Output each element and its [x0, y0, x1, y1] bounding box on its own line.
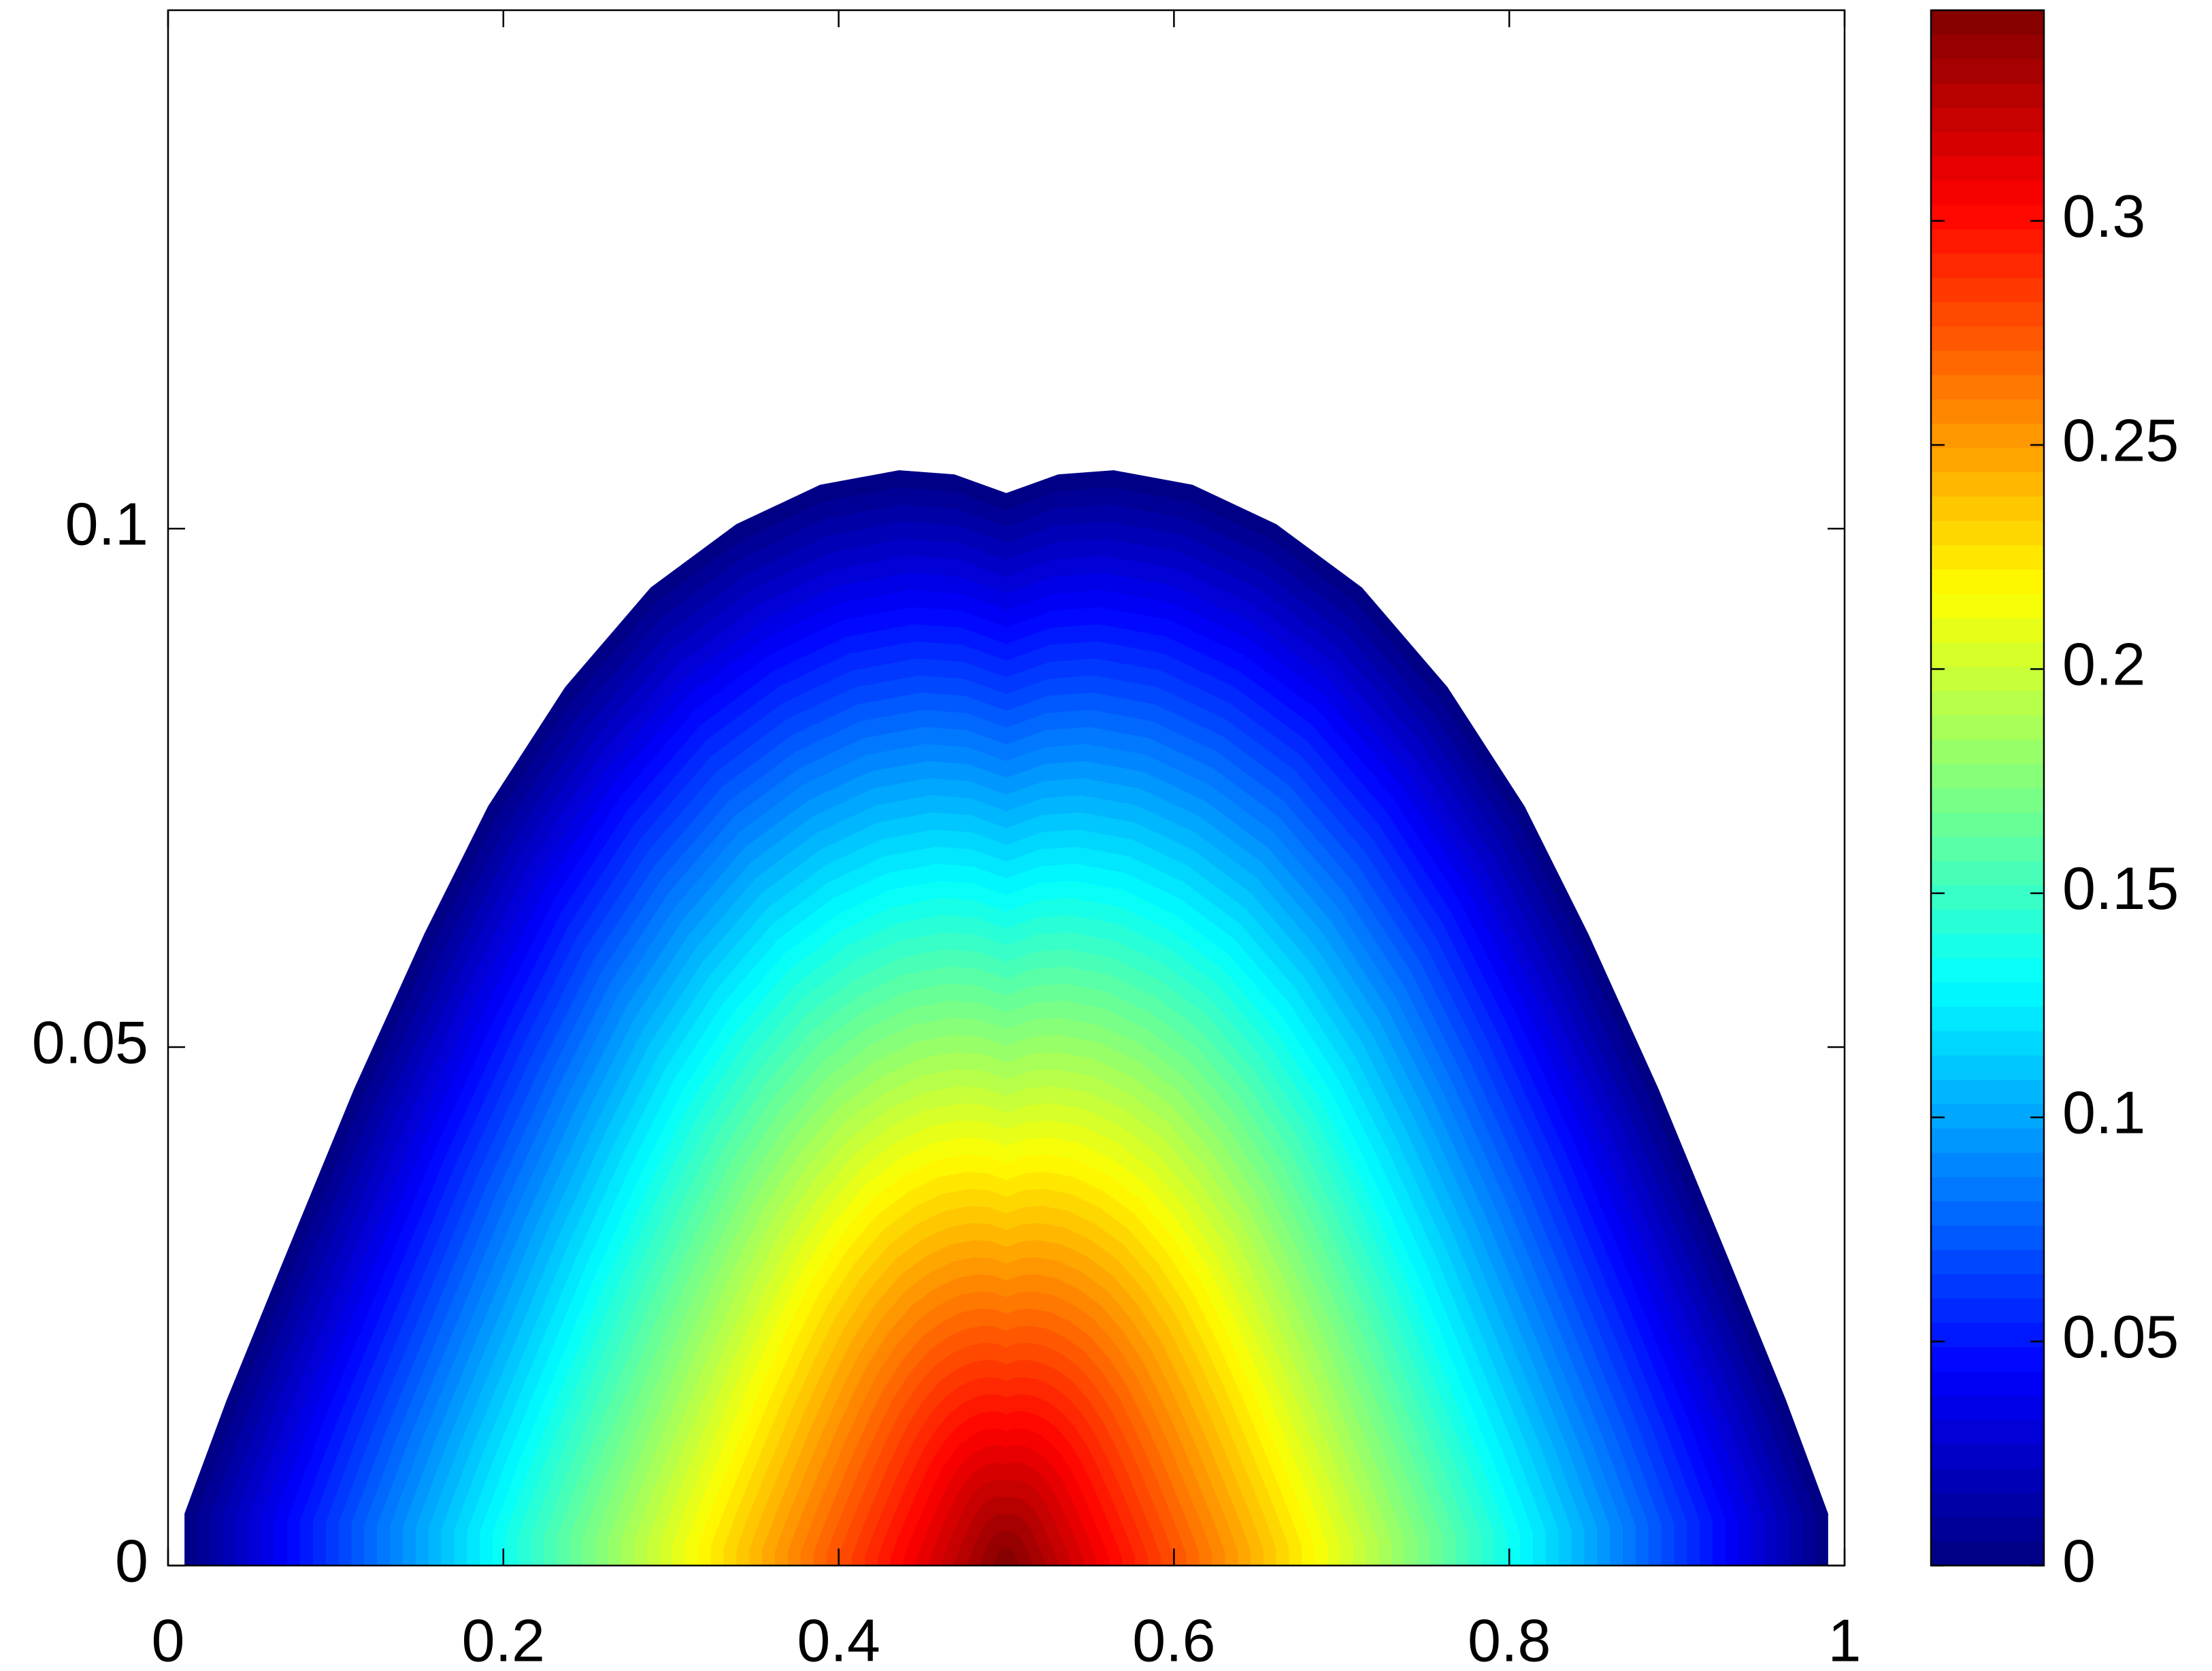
colorbar-band [1931, 763, 2044, 789]
x-tick-label: 0.8 [1468, 1606, 1551, 1671]
colorbar-band [1931, 787, 2044, 813]
x-tick-label: 0.6 [1132, 1606, 1215, 1671]
colorbar-band [1931, 1225, 2044, 1251]
colorbar-band [1931, 1103, 2044, 1129]
colorbar-band [1931, 1249, 2044, 1274]
colorbar-band [1931, 423, 2044, 448]
colorbar-band [1931, 471, 2044, 497]
colorbar-band [1931, 957, 2044, 983]
colorbar-band [1931, 374, 2044, 399]
colorbar-band [1931, 131, 2044, 156]
colorbar-band [1931, 569, 2044, 594]
colorbar-tick-label: 0 [2062, 1527, 2096, 1594]
colorbar-band [1931, 690, 2044, 716]
colorbar-band [1931, 301, 2044, 327]
colorbar-band [1931, 714, 2044, 740]
colorbar-band [1931, 933, 2044, 959]
colorbar-tick-label: 0.05 [2062, 1303, 2179, 1370]
colorbar-band [1931, 277, 2044, 303]
colorbar-band [1931, 909, 2044, 934]
colorbar-band [1931, 665, 2044, 691]
y-tick-label: 0.1 [65, 490, 148, 557]
colorbar-band [1931, 1346, 2044, 1372]
colorbar-band [1931, 836, 2044, 861]
colorbar-band [1931, 82, 2044, 108]
colorbar-band [1931, 1492, 2044, 1518]
colorbar-band [1931, 58, 2044, 84]
axes-box [167, 9, 1846, 1567]
colorbar-band [1931, 520, 2044, 546]
x-tick-label: 0 [152, 1606, 185, 1671]
colorbar-band [1931, 1200, 2044, 1226]
colorbar-tick-label: 0.25 [2062, 406, 2179, 474]
colorbar-band [1931, 10, 2044, 35]
x-tick-label: 0.4 [797, 1606, 880, 1671]
colorbar-box [1930, 9, 2045, 1567]
colorbar-band [1931, 812, 2044, 837]
colorbar-band [1931, 228, 2044, 254]
colorbar-band [1931, 350, 2044, 376]
colorbar-band [1931, 1030, 2044, 1056]
colorbar-band [1931, 204, 2044, 229]
colorbar-band [1931, 155, 2044, 181]
colorbar-band [1931, 107, 2044, 133]
colorbar-band [1931, 495, 2044, 521]
colorbar-tick-label: 0.1 [2062, 1078, 2145, 1146]
colorbar-band [1931, 593, 2044, 618]
colorbar-band [1931, 399, 2044, 424]
colorbar-tick-label: 0.15 [2062, 855, 2179, 922]
colorbar-band [1931, 982, 2044, 1007]
colorbar-tick-label: 0.2 [2062, 631, 2145, 698]
x-tick-label: 0.2 [462, 1606, 545, 1671]
colorbar-band [1931, 325, 2044, 351]
colorbar-band [1931, 1079, 2044, 1104]
colorbar-band [1931, 1176, 2044, 1202]
colorbar-band [1931, 1322, 2044, 1348]
y-tick-label: 0.05 [32, 1008, 148, 1076]
colorbar-band [1931, 34, 2044, 59]
colorbar-band [1931, 860, 2044, 886]
colorbar-band [1931, 252, 2044, 278]
colorbar-band [1931, 642, 2044, 667]
colorbar-band [1931, 447, 2044, 473]
colorbar-band [1931, 1540, 2044, 1566]
contour-band [993, 1548, 1020, 1566]
colorbar-band [1931, 1517, 2044, 1542]
colorbar-band [1931, 884, 2044, 910]
colorbar-band [1931, 1152, 2044, 1177]
colorbar-band [1931, 544, 2044, 570]
colorbar-band [1931, 1370, 2044, 1396]
colorbar-band [1931, 1273, 2044, 1299]
colorbar-band [1931, 1055, 2044, 1080]
colorbar-band [1931, 1006, 2044, 1031]
colorbar-band [1931, 180, 2044, 205]
colorbar-band [1931, 1443, 2044, 1469]
colorbar-band [1931, 1395, 2044, 1421]
colorbar-tick-label: 0.3 [2062, 182, 2145, 250]
colorbar-band [1931, 1419, 2044, 1444]
x-tick-label: 1 [1828, 1606, 1862, 1671]
colorbar-band [1931, 1468, 2044, 1493]
colorbar-band [1931, 617, 2044, 643]
colorbar-band [1931, 739, 2044, 764]
y-tick-label: 0 [115, 1527, 148, 1594]
colorbar-band [1931, 1297, 2044, 1323]
colorbar-band [1931, 1127, 2044, 1153]
